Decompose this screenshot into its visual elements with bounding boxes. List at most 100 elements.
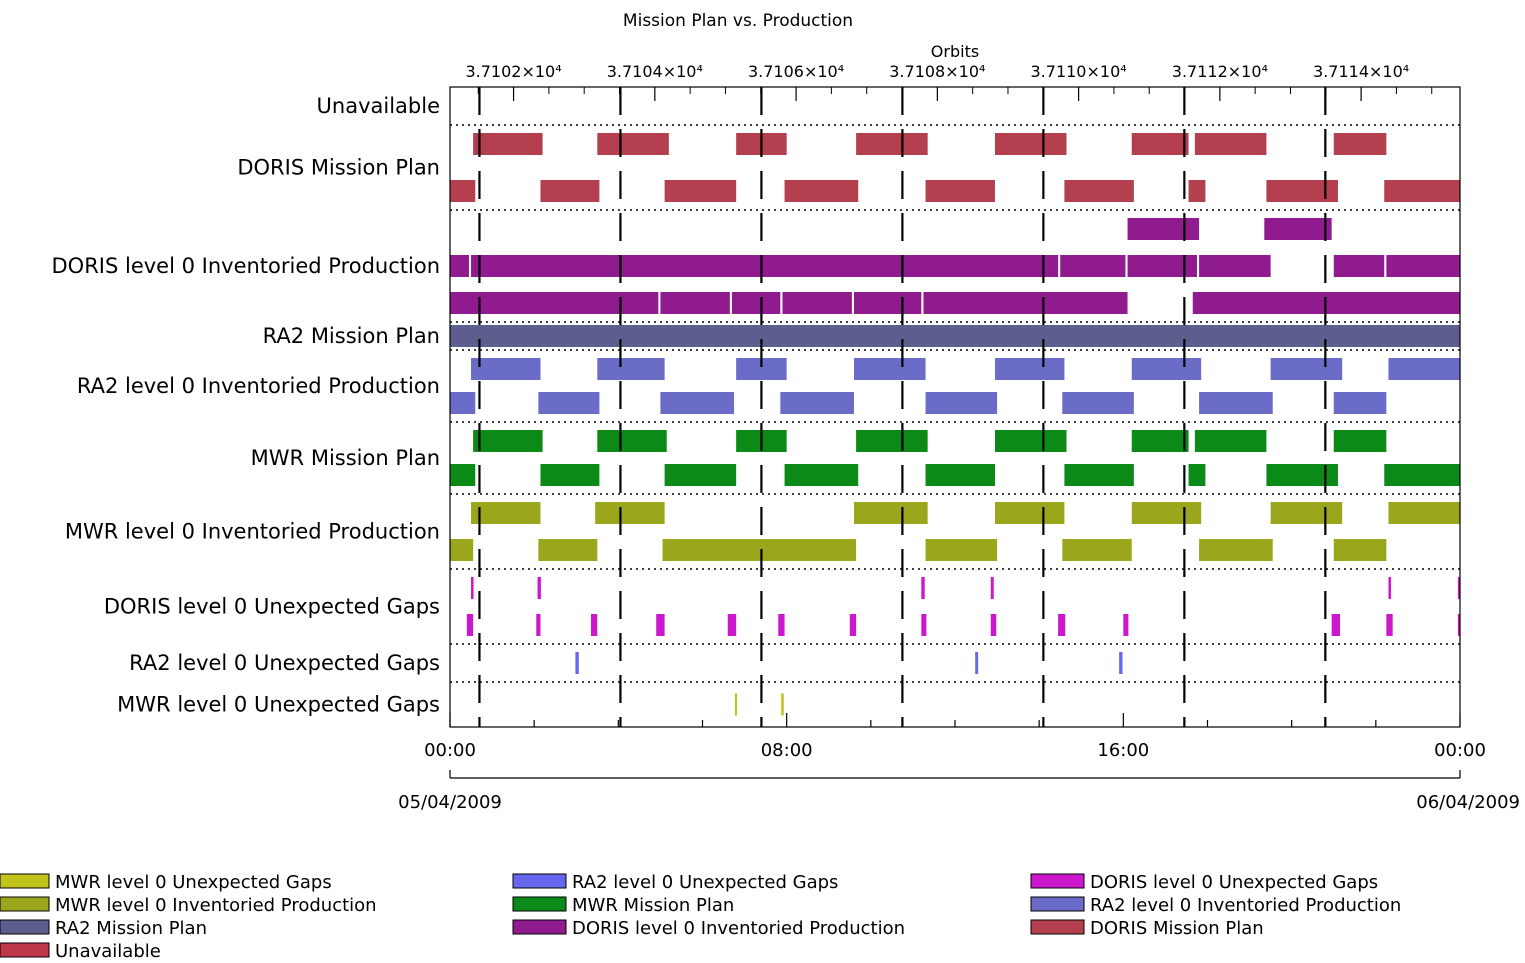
bar xyxy=(1131,133,1189,155)
top-axis-label: Orbits xyxy=(931,42,979,61)
bar xyxy=(1333,430,1387,452)
bar xyxy=(664,180,737,202)
bar xyxy=(1199,392,1273,414)
bar xyxy=(471,577,474,599)
row-label: RA2 Mission Plan xyxy=(263,324,440,348)
bar xyxy=(1388,502,1460,524)
legend-swatch xyxy=(0,942,50,958)
bar xyxy=(575,652,579,674)
bar xyxy=(925,539,998,561)
legend-label: MWR level 0 Inventoried Production xyxy=(55,895,377,916)
bar xyxy=(994,358,1065,380)
bar xyxy=(925,392,998,414)
legend-label: MWR level 0 Unexpected Gaps xyxy=(55,872,332,893)
bar xyxy=(1264,218,1332,240)
bar xyxy=(664,464,737,486)
bar xyxy=(925,464,995,486)
bar xyxy=(1270,358,1343,380)
bar xyxy=(1457,577,1460,599)
bar xyxy=(780,392,854,414)
bar xyxy=(854,292,922,314)
time-tick-label: 00:00 xyxy=(424,740,476,761)
row-label: DORIS Mission Plan xyxy=(237,156,440,180)
bar xyxy=(1384,464,1460,486)
bar xyxy=(538,392,600,414)
bar xyxy=(854,502,928,524)
rows-layer: Unavailable DORIS Mission Plan DORIS level… xyxy=(52,94,1460,717)
row-label: DORIS level 0 Unexpected Gaps xyxy=(104,595,440,619)
bars-layer xyxy=(450,133,1460,716)
bar xyxy=(1388,358,1460,380)
bar xyxy=(1194,133,1267,155)
bar xyxy=(1119,652,1123,674)
bar xyxy=(849,614,857,636)
bar xyxy=(1131,502,1202,524)
bar xyxy=(1333,255,1385,277)
bar xyxy=(536,614,541,636)
row-label: MWR Mission Plan xyxy=(251,446,440,470)
bar xyxy=(450,392,476,414)
bar xyxy=(731,292,781,314)
bar xyxy=(778,614,785,636)
bar xyxy=(540,180,600,202)
bar xyxy=(727,614,737,636)
chart-title: Mission Plan vs. Production xyxy=(623,11,853,31)
legend-label: Unavailable xyxy=(55,941,161,962)
top-tick-label: 3.7102×10⁴ xyxy=(465,62,561,81)
top-axis-ticks: 3.7102×10⁴ 3.7104×10⁴ 3.7106×10⁴ 3.7108×10⁴… xyxy=(465,62,1433,101)
bar xyxy=(1331,614,1341,636)
bar xyxy=(1060,255,1126,277)
bar xyxy=(1270,502,1343,524)
bar xyxy=(597,133,669,155)
bar xyxy=(660,292,730,314)
bar xyxy=(925,180,995,202)
orbit-boundary-lines xyxy=(478,87,1327,727)
row-label: RA2 level 0 Inventoried Production xyxy=(77,374,440,398)
bar xyxy=(450,325,1460,347)
bar xyxy=(597,358,665,380)
bar xyxy=(1333,539,1387,561)
bar xyxy=(1127,255,1197,277)
top-tick-label: 3.7110×10⁴ xyxy=(1031,62,1127,81)
bar xyxy=(1064,180,1134,202)
date-axis: 05/04/2009 06/04/2009 xyxy=(398,770,1520,813)
bar xyxy=(656,614,665,636)
top-tick-label: 3.7104×10⁴ xyxy=(607,62,703,81)
bar xyxy=(994,430,1067,452)
bar xyxy=(1062,392,1134,414)
time-tick-label: 00:00 xyxy=(1434,740,1486,761)
row-label: MWR level 0 Unexpected Gaps xyxy=(117,693,440,717)
bar xyxy=(450,539,474,561)
legend-swatch xyxy=(0,896,50,912)
bar xyxy=(854,358,926,380)
bar xyxy=(856,430,928,452)
bar xyxy=(734,693,738,716)
top-tick-label: 3.7108×10⁴ xyxy=(889,62,985,81)
bar xyxy=(921,577,925,599)
bar xyxy=(784,180,859,202)
bar xyxy=(1457,614,1460,636)
legend-label: RA2 Mission Plan xyxy=(55,918,207,939)
legend-swatch xyxy=(1030,919,1085,935)
bar xyxy=(1127,218,1200,240)
bar xyxy=(990,614,997,636)
time-tick-label: 08:00 xyxy=(761,740,813,761)
bar xyxy=(471,358,541,380)
bar xyxy=(975,652,979,674)
legend-swatch xyxy=(1030,896,1085,912)
bar xyxy=(662,539,857,561)
bar xyxy=(450,180,476,202)
legend-swatch xyxy=(1030,873,1085,889)
bar xyxy=(1058,614,1066,636)
legend-label: DORIS level 0 Unexpected Gaps xyxy=(1090,872,1378,893)
top-tick-label: 3.7114×10⁴ xyxy=(1313,62,1409,81)
legend-swatch xyxy=(512,919,567,935)
bar xyxy=(1188,464,1206,486)
bar xyxy=(597,430,667,452)
legend-label: RA2 level 0 Unexpected Gaps xyxy=(572,872,838,893)
bottom-axis-ticks: 00:00 08:00 16:00 00:00 xyxy=(424,713,1486,761)
bar xyxy=(736,358,787,380)
bar xyxy=(450,292,659,314)
bar xyxy=(1266,464,1338,486)
